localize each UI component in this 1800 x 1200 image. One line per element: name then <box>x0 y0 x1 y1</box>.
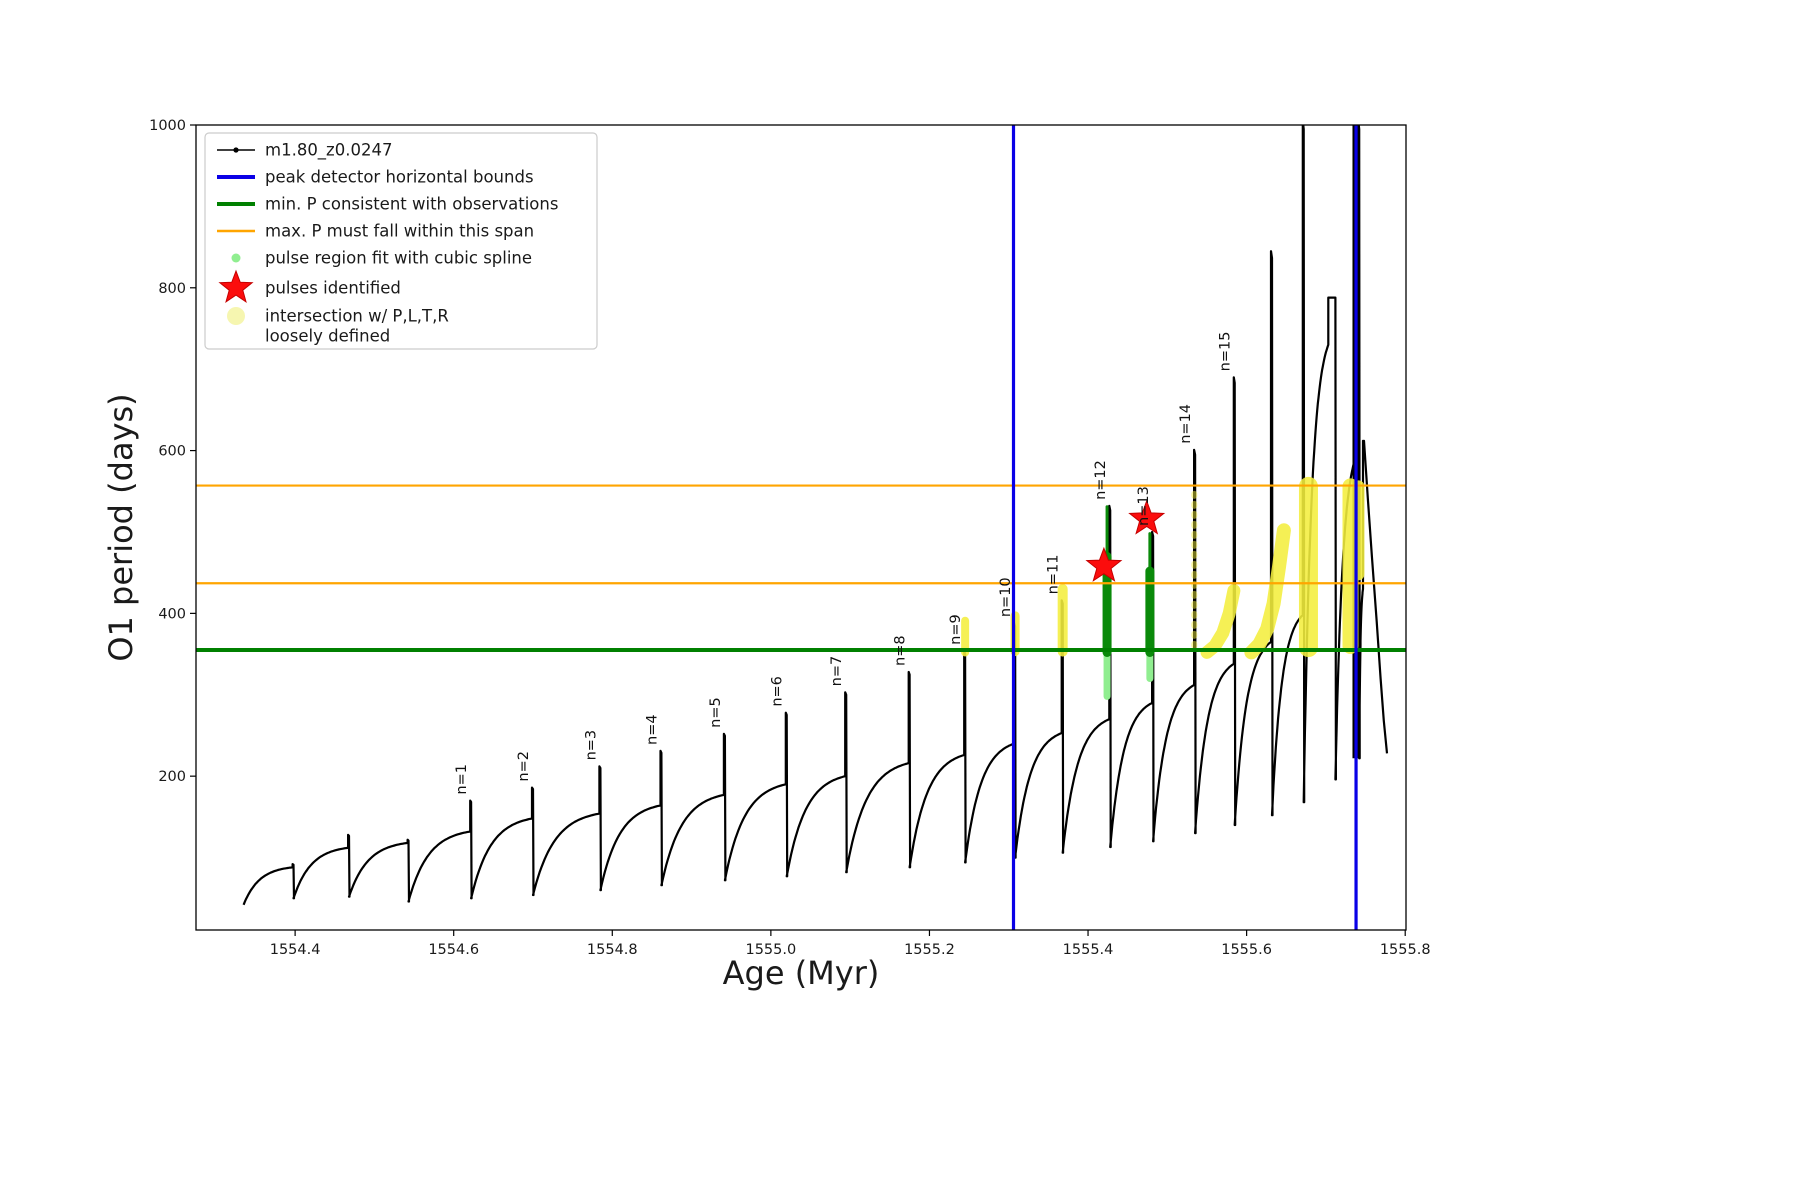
legend-marker-dot <box>231 253 241 263</box>
pulse-number-label: n=13 <box>1136 486 1152 526</box>
x-tick-label: 1555.8 <box>1380 942 1431 958</box>
pulse-number-label: n=3 <box>583 730 599 761</box>
y-tick-label: 400 <box>158 606 186 622</box>
pulse-star <box>1085 546 1123 582</box>
legend-label-line2: loosely defined <box>265 327 390 346</box>
legend-marker-dot <box>227 307 245 325</box>
axes-frame <box>195 124 1407 931</box>
legend-label: pulses identified <box>265 279 401 298</box>
legend-label: intersection w/ P,L,T,R <box>265 307 449 326</box>
pulse-number-label: n=8 <box>893 635 909 666</box>
y-tick-label: 800 <box>158 281 186 297</box>
pulse-number-label: n=2 <box>516 751 532 782</box>
pulse-number-label: n=14 <box>1178 404 1194 444</box>
legend-label: pulse region fit with cubic spline <box>265 249 532 268</box>
pulse-number-label: n=9 <box>948 614 964 645</box>
legend-label: max. P must fall within this span <box>265 222 534 241</box>
x-tick-label: 1555.0 <box>745 942 796 958</box>
intersection-regions <box>961 476 1365 660</box>
pulse-number-label: n=10 <box>998 577 1014 617</box>
legend <box>204 132 598 350</box>
y-tick-label: 200 <box>158 769 186 785</box>
y-axis-label: O1 period (days) <box>102 393 140 661</box>
pulse-number-label: n=12 <box>1093 460 1109 500</box>
legend-label: min. P consistent with observations <box>265 195 558 214</box>
x-tick-label: 1554.6 <box>428 942 479 958</box>
x-tick-label: 1555.4 <box>1063 942 1114 958</box>
series-track <box>242 125 1389 906</box>
legend-marker-star <box>218 269 254 303</box>
x-tick-label: 1554.4 <box>270 942 321 958</box>
pulse-number-label: n=7 <box>829 656 845 687</box>
x-axis-label: Age (Myr) <box>723 954 880 992</box>
x-tick-label: 1554.8 <box>587 942 638 958</box>
y-tick-label: 600 <box>158 444 186 460</box>
y-tick-label: 1000 <box>149 118 186 134</box>
pulse-number-label: n=5 <box>708 697 724 728</box>
x-tick-label: 1555.6 <box>1221 942 1272 958</box>
pulse-star <box>1128 499 1166 535</box>
legend-label: m1.80_z0.0247 <box>265 141 392 161</box>
x-tick-label: 1555.2 <box>904 942 955 958</box>
pulse-number-label: n=1 <box>454 764 470 795</box>
legend-box <box>204 132 598 350</box>
pulse-number-label: n=11 <box>1046 555 1062 595</box>
legend-marker-dot <box>233 147 239 153</box>
pulse-number-label: n=4 <box>644 714 660 745</box>
intersection-arc <box>1244 523 1291 660</box>
pulse-number-label: n=6 <box>770 676 786 707</box>
pulse-number-label: n=15 <box>1218 332 1234 372</box>
legend-label: peak detector horizontal bounds <box>265 168 534 187</box>
